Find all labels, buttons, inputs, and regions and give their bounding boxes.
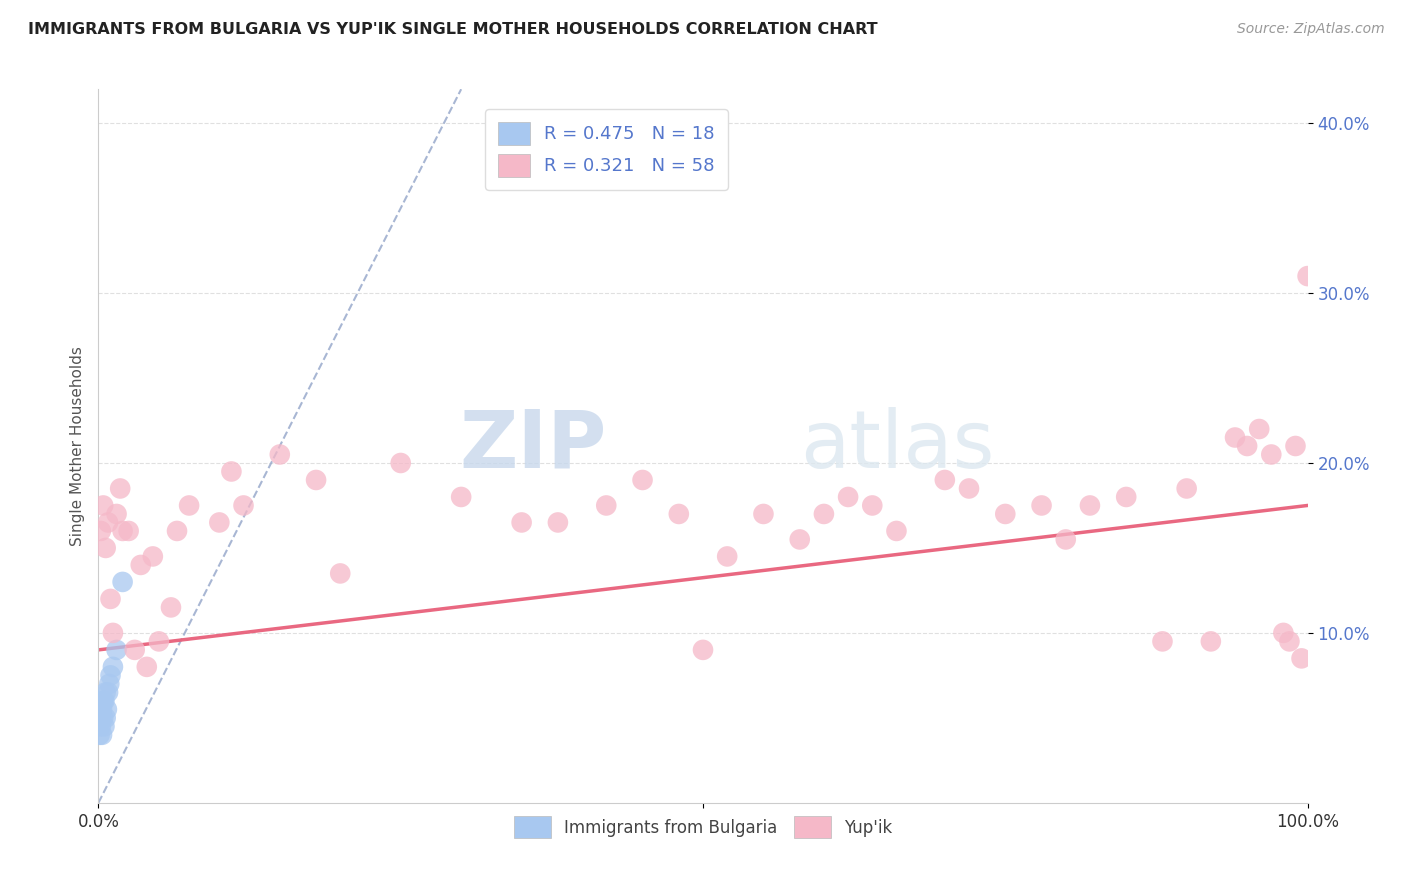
Point <box>100 591 122 606</box>
Point <box>208 516 231 530</box>
Point <box>716 549 738 564</box>
Point <box>91 728 114 742</box>
Point <box>101 626 124 640</box>
Point <box>813 507 835 521</box>
Point <box>450 490 472 504</box>
Point <box>124 643 146 657</box>
Point <box>860 499 883 513</box>
Point <box>1249 422 1271 436</box>
Point <box>94 685 117 699</box>
Point <box>105 507 128 521</box>
Point <box>111 524 134 538</box>
Point <box>1278 634 1301 648</box>
Point <box>142 549 165 564</box>
Point <box>1031 499 1053 513</box>
Point <box>101 660 124 674</box>
Point <box>305 473 328 487</box>
Point <box>1291 651 1313 665</box>
Point <box>1115 490 1137 504</box>
Point <box>160 600 183 615</box>
Point <box>547 516 569 530</box>
Point <box>631 473 654 487</box>
Point <box>91 499 114 513</box>
Point <box>1223 430 1246 444</box>
Point <box>1078 499 1101 513</box>
Point <box>1152 634 1174 648</box>
Point <box>108 482 131 496</box>
Point <box>91 711 114 725</box>
Point <box>510 516 533 530</box>
Point <box>1272 626 1295 640</box>
Point <box>89 728 111 742</box>
Point <box>90 719 112 733</box>
Point <box>135 660 157 674</box>
Point <box>105 643 128 657</box>
Point <box>329 566 352 581</box>
Point <box>789 533 811 547</box>
Text: ZIP: ZIP <box>458 407 606 485</box>
Point <box>94 711 117 725</box>
Point <box>837 490 859 504</box>
Point <box>934 473 956 487</box>
Point <box>1236 439 1258 453</box>
Text: Source: ZipAtlas.com: Source: ZipAtlas.com <box>1237 22 1385 37</box>
Point <box>1199 634 1222 648</box>
Y-axis label: Single Mother Households: Single Mother Households <box>69 346 84 546</box>
Point <box>179 499 201 513</box>
Point <box>1175 482 1198 496</box>
Point <box>166 524 188 538</box>
Point <box>93 719 115 733</box>
Text: atlas: atlas <box>800 407 994 485</box>
Point <box>93 694 115 708</box>
Point <box>221 465 243 479</box>
Point <box>1054 533 1077 547</box>
Point <box>232 499 254 513</box>
Point <box>118 524 141 538</box>
Point <box>100 668 122 682</box>
Point <box>91 702 114 716</box>
Point <box>595 499 617 513</box>
Point <box>94 541 117 555</box>
Point <box>129 558 152 572</box>
Point <box>148 634 170 648</box>
Point <box>1296 269 1319 284</box>
Point <box>97 516 120 530</box>
Text: IMMIGRANTS FROM BULGARIA VS YUP'IK SINGLE MOTHER HOUSEHOLDS CORRELATION CHART: IMMIGRANTS FROM BULGARIA VS YUP'IK SINGL… <box>28 22 877 37</box>
Point <box>111 574 134 589</box>
Legend: Immigrants from Bulgaria, Yup'ik: Immigrants from Bulgaria, Yup'ik <box>508 810 898 845</box>
Point <box>98 677 121 691</box>
Point <box>90 711 112 725</box>
Point <box>957 482 980 496</box>
Point <box>389 456 412 470</box>
Point <box>752 507 775 521</box>
Point <box>994 507 1017 521</box>
Point <box>886 524 908 538</box>
Point <box>269 448 291 462</box>
Point <box>668 507 690 521</box>
Point <box>90 524 112 538</box>
Point <box>96 702 118 716</box>
Point <box>1260 448 1282 462</box>
Point <box>97 685 120 699</box>
Point <box>1284 439 1306 453</box>
Point <box>692 643 714 657</box>
Point <box>91 694 114 708</box>
